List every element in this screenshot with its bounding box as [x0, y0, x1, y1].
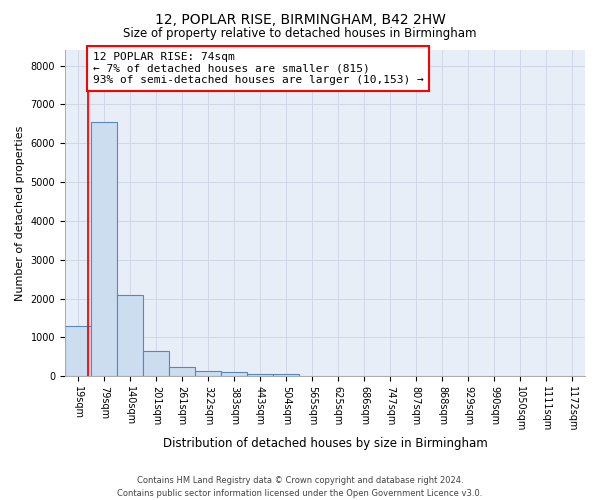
- Text: 12, POPLAR RISE, BIRMINGHAM, B42 2HW: 12, POPLAR RISE, BIRMINGHAM, B42 2HW: [155, 12, 445, 26]
- Bar: [247, 374, 273, 376]
- Text: 12 POPLAR RISE: 74sqm
← 7% of detached houses are smaller (815)
93% of semi-deta: 12 POPLAR RISE: 74sqm ← 7% of detached h…: [93, 52, 424, 85]
- Bar: [221, 372, 247, 376]
- Bar: [65, 326, 91, 376]
- Text: Size of property relative to detached houses in Birmingham: Size of property relative to detached ho…: [123, 28, 477, 40]
- Y-axis label: Number of detached properties: Number of detached properties: [15, 126, 25, 301]
- Bar: [91, 122, 117, 376]
- Bar: [117, 296, 143, 376]
- Text: Contains HM Land Registry data © Crown copyright and database right 2024.
Contai: Contains HM Land Registry data © Crown c…: [118, 476, 482, 498]
- Bar: [195, 371, 221, 376]
- Bar: [143, 351, 169, 376]
- Bar: [169, 366, 195, 376]
- X-axis label: Distribution of detached houses by size in Birmingham: Distribution of detached houses by size …: [163, 437, 487, 450]
- Bar: [273, 374, 299, 376]
